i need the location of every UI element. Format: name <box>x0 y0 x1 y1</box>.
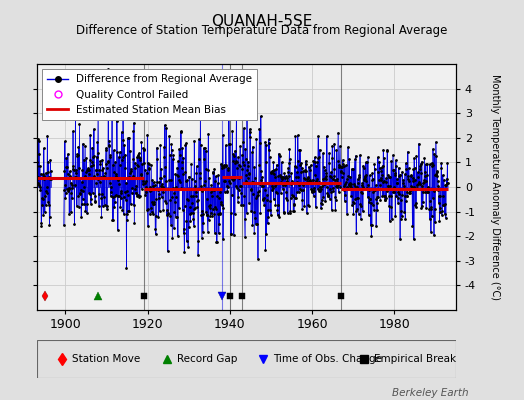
Text: Difference of Station Temperature Data from Regional Average: Difference of Station Temperature Data f… <box>77 24 447 37</box>
Text: Empirical Break: Empirical Break <box>374 354 456 364</box>
Legend: Difference from Regional Average, Quality Control Failed, Estimated Station Mean: Difference from Regional Average, Qualit… <box>42 69 257 120</box>
Text: 1940: 1940 <box>214 318 246 331</box>
Text: 1960: 1960 <box>296 318 328 331</box>
Text: 1920: 1920 <box>132 318 163 331</box>
Y-axis label: Monthly Temperature Anomaly Difference (°C): Monthly Temperature Anomaly Difference (… <box>490 74 500 300</box>
Text: QUANAH-5SE: QUANAH-5SE <box>211 14 313 29</box>
Text: 1980: 1980 <box>378 318 410 331</box>
Text: Berkeley Earth: Berkeley Earth <box>392 388 469 398</box>
Text: Time of Obs. Change: Time of Obs. Change <box>274 354 383 364</box>
Text: 1900: 1900 <box>50 318 81 331</box>
Text: Station Move: Station Move <box>72 354 140 364</box>
Text: Record Gap: Record Gap <box>177 354 237 364</box>
